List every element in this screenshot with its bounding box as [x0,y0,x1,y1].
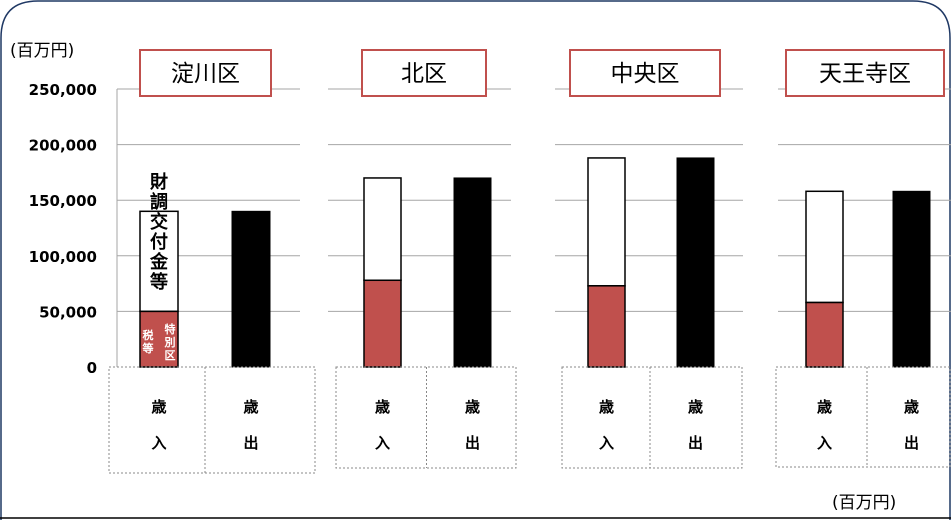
panel-title: 中央区 [611,61,680,87]
panel-title: 淀川区 [171,61,240,87]
bar-revenue-tax [139,310,179,368]
bar-revenue-grant [587,157,626,287]
y-tick-label: 100,000 [29,248,97,266]
tax-label-right-char: 区 [165,349,176,362]
y-tick-label: 150,000 [29,192,97,210]
category-label-char: 歳 [151,398,166,416]
tax-label-left-char: 等 [142,341,154,355]
bar-revenue-tax [805,301,844,368]
grant-label-char: 交 [150,211,168,233]
panel-title: 北区 [401,61,447,87]
category-label-char: 出 [904,434,919,452]
panel-title-box [361,49,487,97]
y-tick-label: 50,000 [39,303,97,321]
bar-expenditure [676,157,715,368]
tax-label-right-char: 特 [165,322,176,336]
y-tick-label: 0 [87,359,97,377]
panel-title-box [139,49,272,97]
bar-expenditure [453,177,492,368]
bottom-unit-label: (百万円) [832,493,897,513]
category-table [775,366,951,468]
tax-label-left-char: 税 [143,328,154,342]
bar-revenue-tax [587,285,626,368]
category-label-char: 入 [151,434,166,452]
y-axis-unit-label: (百万円) [10,41,75,61]
bar-expenditure [892,190,931,368]
panel-title-box [785,49,945,97]
category-label-char: 出 [688,434,703,452]
grant-label-char: 等 [150,271,168,293]
category-label-char: 歳 [243,398,258,416]
category-label-char: 入 [817,434,832,452]
y-tick-label: 200,000 [29,137,97,155]
bar-expenditure [231,210,271,368]
y-tick-label: 250,000 [29,81,97,99]
grant-label-char: 財 [150,171,168,193]
category-label-char: 歳 [904,398,919,416]
bar-revenue-grant [363,177,402,282]
category-label-char: 歳 [817,398,832,416]
category-table [561,366,743,469]
category-table [108,366,316,474]
category-label-char: 歳 [375,398,390,416]
panel-title: 天王寺区 [819,61,911,87]
tax-label-right-char: 別 [164,335,176,349]
grant-label-char: 金 [149,251,169,273]
grant-label-char: 調 [150,191,168,213]
bar-revenue-tax [363,279,402,368]
grant-label-char: 付 [150,231,168,253]
category-label-char: 歳 [465,398,480,416]
panel-title-box [569,49,721,97]
category-label-char: 出 [243,434,258,452]
category-label-char: 歳 [599,398,614,416]
category-label-char: 出 [465,434,480,452]
bar-revenue-grant [805,190,844,304]
category-label-char: 入 [599,434,614,452]
category-label-char: 入 [375,434,390,452]
category-label-char: 歳 [688,398,703,416]
